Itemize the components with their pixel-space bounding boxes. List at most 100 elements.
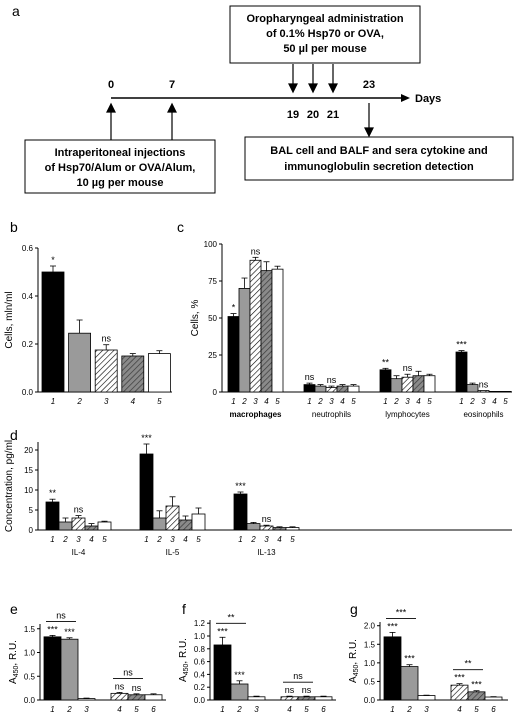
category-label: 4	[277, 535, 282, 544]
bar	[467, 691, 486, 701]
category-label: 1	[50, 535, 54, 544]
bar	[152, 517, 167, 531]
y-axis-label: A450, R.U.	[8, 640, 20, 684]
category-label: 5	[351, 397, 356, 406]
category-label: 4	[287, 705, 292, 714]
day-7-label: 7	[169, 79, 175, 91]
panel-label-e: e	[10, 601, 18, 617]
y-tick-label: 20	[24, 446, 33, 455]
category-label: 3	[405, 397, 410, 406]
category-label: 4	[340, 397, 345, 406]
bar	[127, 694, 146, 701]
significance-label: ***	[456, 340, 467, 350]
category-label: 2	[62, 535, 68, 544]
bar	[259, 525, 274, 531]
y-tick-label: 0	[29, 526, 34, 535]
y-tick-label: 50	[208, 314, 217, 323]
y-tick-label: 0.6	[22, 244, 34, 253]
category-label: 4	[416, 397, 421, 406]
y-tick-label: 1.0	[24, 649, 36, 658]
category-label: 5	[474, 705, 479, 714]
significance-label: **	[49, 488, 57, 498]
bar	[455, 351, 468, 393]
significance-label: ***	[404, 654, 415, 664]
bar	[68, 332, 91, 393]
y-tick-label: 75	[208, 277, 217, 286]
bar	[238, 287, 251, 393]
bar	[191, 513, 206, 531]
panel-label-a: a	[12, 3, 20, 19]
bracket-label: ns	[123, 667, 133, 677]
bar	[336, 385, 349, 393]
category-label: 4	[131, 397, 136, 406]
bar	[260, 270, 273, 393]
bar	[314, 696, 333, 701]
bar	[246, 523, 261, 531]
group-label: IL-5	[166, 548, 180, 557]
significance-label: ns	[327, 375, 337, 385]
y-axis-label: Cells, mln/ml	[4, 291, 15, 348]
chart-e: 0.0 0.5 1.0 1.5 A450, R.U. *** 1 *** 2 3 ns 4 ns 5 6 ns…	[8, 610, 166, 714]
bar	[165, 505, 180, 531]
significance-label: **	[382, 357, 390, 367]
bracket-label: **	[464, 659, 472, 669]
category-label: 2	[156, 535, 162, 544]
y-tick-label: 1.0	[194, 632, 206, 641]
bar	[401, 376, 414, 393]
bar	[147, 353, 171, 393]
bar	[249, 259, 262, 393]
bar	[417, 695, 436, 701]
panel-label-g: g	[350, 601, 358, 617]
significance-label: ns	[305, 372, 315, 382]
bar	[272, 527, 287, 531]
day-19-label: 19	[287, 109, 299, 121]
category-label: 2	[76, 397, 82, 406]
y-tick-label: 0.0	[194, 696, 206, 705]
category-label: 1	[144, 535, 148, 544]
category-label: 6	[321, 705, 326, 714]
category-label: 2	[241, 397, 247, 406]
category-label: 1	[383, 397, 387, 406]
significance-label: ***	[141, 433, 152, 443]
significance-label: ns	[302, 685, 312, 695]
bottom-right-line-2: immunoglobulin secretion detection	[284, 161, 474, 173]
category-label: 3	[264, 535, 269, 544]
category-label: 2	[406, 705, 412, 714]
category-label: 5	[102, 535, 107, 544]
bar	[60, 638, 79, 701]
y-tick-label: 15	[24, 466, 33, 475]
bar	[499, 390, 512, 393]
y-axis-label: Cells, %	[190, 300, 201, 337]
y-tick-label: 0.2	[194, 683, 206, 692]
y-tick-label: 0.0	[22, 388, 34, 397]
bar	[178, 519, 193, 531]
detection-arrow	[364, 103, 374, 138]
significance-label: ***	[235, 481, 246, 491]
y-tick-label: 1.5	[24, 625, 36, 634]
category-label: 2	[393, 397, 399, 406]
category-label: 4	[457, 705, 462, 714]
bar	[247, 696, 266, 701]
bottom-left-line-2: of Hsp70/Alum or OVA/Alum,	[45, 162, 196, 174]
y-axis-label: Concentration, pg/ml	[4, 440, 15, 532]
bar	[43, 636, 62, 701]
y-tick-label: 0.4	[194, 670, 206, 679]
category-label: 2	[317, 397, 323, 406]
category-label: 5	[275, 397, 280, 406]
significance-label: ***	[234, 670, 245, 680]
bar	[139, 453, 154, 531]
y-tick-label: 0.5	[364, 677, 376, 686]
bar	[233, 493, 248, 531]
significance-label: ns	[74, 505, 84, 515]
category-label: 3	[481, 397, 486, 406]
y-tick-label: 2.0	[364, 622, 376, 631]
bottom-left-line-3: 10 µg per mouse	[76, 177, 163, 189]
bar	[213, 644, 232, 701]
significance-label: ***	[47, 624, 58, 634]
group-label: lymphocytes	[385, 410, 429, 419]
category-label: 6	[491, 705, 496, 714]
day-21-label: 21	[327, 109, 339, 121]
panel-label-b: b	[10, 219, 18, 235]
bar	[423, 375, 436, 393]
significance-label: ns	[262, 514, 272, 524]
